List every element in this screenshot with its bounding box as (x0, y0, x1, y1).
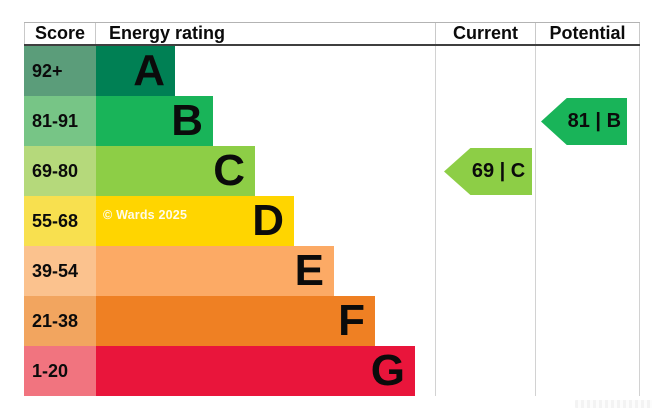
header-potential: Potential (535, 23, 640, 44)
band-row-c: 69-80 C (24, 146, 640, 196)
band-row-g: 1-20 G (24, 346, 640, 396)
score-label: 55-68 (24, 196, 96, 246)
rating-bar-g: G (96, 346, 415, 396)
rating-letter: B (171, 96, 203, 145)
score-label: 1-20 (24, 346, 96, 396)
score-label: 69-80 (24, 146, 96, 196)
current-arrow-label: 69 | C (471, 160, 526, 182)
rating-letter: E (294, 246, 324, 295)
header-energy-rating: Energy rating (109, 23, 226, 43)
rating-bar-d: D (96, 196, 294, 246)
band-row-b: 81-91 B (24, 96, 640, 146)
rating-letter: D (252, 196, 284, 245)
potential-arrow-label: 81 | B (567, 110, 622, 132)
header-score: Score (24, 23, 96, 44)
rating-bar-c: C (96, 146, 255, 196)
rating-letter: C (213, 146, 245, 195)
chart-body: 92+ A 81-91 B 69-80 C 55-68 D 39-54 E 21… (24, 46, 640, 396)
table-right-border (639, 46, 640, 396)
band-row-f: 21-38 F (24, 296, 640, 346)
rating-letter: G (370, 346, 405, 395)
score-label: 21-38 (24, 296, 96, 346)
rating-bar-b: B (96, 96, 213, 146)
score-label: 92+ (24, 46, 96, 96)
rating-bar-a: A (96, 46, 175, 96)
column-divider-current (435, 46, 436, 396)
epc-rating-chart: Score Energy rating Current Potential 92… (24, 22, 640, 396)
score-label: 39-54 (24, 246, 96, 296)
band-row-a: 92+ A (24, 46, 640, 96)
rating-bar-f: F (96, 296, 375, 346)
chart-header-row: Score Energy rating Current Potential (24, 22, 640, 46)
rating-letter: F (338, 296, 365, 345)
column-divider-potential (535, 46, 536, 396)
score-label: 81-91 (24, 96, 96, 146)
faint-watermark (575, 400, 652, 408)
copyright-watermark: © Wards 2025 (103, 208, 188, 222)
header-current: Current (435, 23, 535, 44)
rating-letter: A (133, 46, 165, 95)
band-row-e: 39-54 E (24, 246, 640, 296)
rating-bar-e: E (96, 246, 334, 296)
band-row-d: 55-68 D (24, 196, 640, 246)
